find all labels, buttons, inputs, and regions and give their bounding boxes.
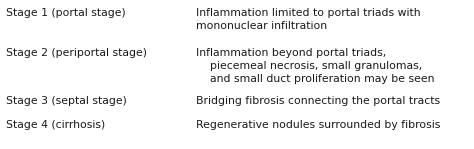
Text: and small duct proliferation may be seen: and small duct proliferation may be seen	[196, 74, 435, 84]
Text: piecemeal necrosis, small granulomas,: piecemeal necrosis, small granulomas,	[196, 61, 422, 71]
Text: Regenerative nodules surrounded by fibrosis: Regenerative nodules surrounded by fibro…	[196, 120, 440, 130]
Text: Bridging fibrosis connecting the portal tracts: Bridging fibrosis connecting the portal …	[196, 96, 440, 106]
Text: Stage 1 (portal stage): Stage 1 (portal stage)	[6, 8, 126, 18]
Text: Inflammation limited to portal triads with: Inflammation limited to portal triads wi…	[196, 8, 420, 18]
Text: Inflammation beyond portal triads,: Inflammation beyond portal triads,	[196, 48, 386, 58]
Text: mononuclear infiltration: mononuclear infiltration	[196, 21, 327, 31]
Text: Stage 4 (cirrhosis): Stage 4 (cirrhosis)	[6, 120, 105, 130]
Text: Stage 2 (periportal stage): Stage 2 (periportal stage)	[6, 48, 147, 58]
Text: Stage 3 (septal stage): Stage 3 (septal stage)	[6, 96, 127, 106]
